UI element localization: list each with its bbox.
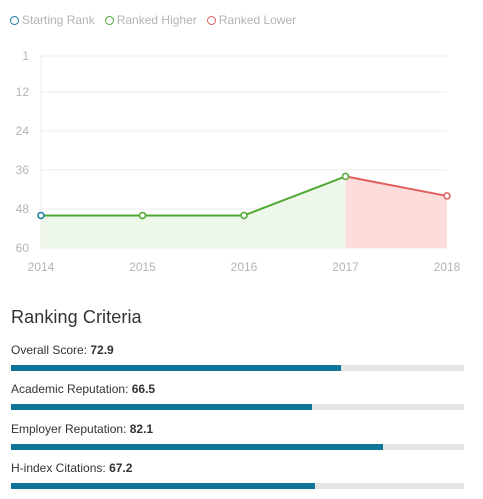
- line-segment: [243, 175, 346, 217]
- x-tick-label: 2018: [434, 260, 461, 274]
- data-point: [443, 192, 451, 200]
- legend-marker-icon: [206, 15, 216, 25]
- criterion-value: 82.1: [129, 422, 154, 436]
- criterion-value: 67.2: [109, 461, 133, 475]
- y-tick-label: 48: [16, 202, 30, 216]
- legend-label: Starting Rank: [22, 13, 95, 27]
- area-fill-segment: [244, 176, 346, 248]
- legend-label: Ranked Lower: [218, 13, 297, 27]
- criterion-label: Overall Score: 72.9: [11, 343, 114, 357]
- data-point: [240, 211, 248, 220]
- criterion-bar-fill: [11, 483, 316, 489]
- criterion-bar-track: [11, 404, 464, 410]
- data-point: [37, 211, 45, 220]
- x-tick-label: 2016: [231, 260, 258, 274]
- criterion-bar-fill: [11, 444, 383, 450]
- legend-item-starting-rank[interactable]: Starting Rank: [10, 13, 95, 27]
- criterion-bar-track: [11, 483, 464, 489]
- ranking-chart: 1 12 24 36 48 60 2014 2015 2016 2017 2018: [16, 49, 461, 274]
- data-point: [138, 211, 147, 220]
- criterion-academic-reputation: Academic Reputation: 66.5: [11, 381, 464, 411]
- chart-legend: Starting Rank Ranked Higher Ranked Lower: [10, 12, 296, 28]
- criterion-label: Employer Reputation: 82.1: [11, 422, 154, 436]
- line-segment: [345, 175, 448, 197]
- x-tick-label: 2015: [129, 260, 156, 274]
- legend-item-ranked-lower[interactable]: Ranked Lower: [206, 13, 297, 27]
- criterion-label: Academic Reputation: 66.5: [11, 382, 156, 396]
- y-tick-label: 36: [16, 163, 30, 177]
- legend-marker-icon: [10, 15, 19, 25]
- criterion-label: H-index Citations: 67.2: [11, 461, 133, 475]
- criterion-value: 66.5: [131, 382, 156, 396]
- criterion-employer-reputation: Employer Reputation: 82.1: [11, 421, 464, 451]
- section-title: Ranking Criteria: [11, 307, 142, 327]
- y-tick-label: 1: [22, 49, 29, 63]
- legend-marker-icon: [104, 15, 114, 25]
- legend-label: Ranked Higher: [116, 13, 197, 27]
- y-tick-label: 12: [16, 85, 30, 99]
- y-tick-label: 24: [16, 124, 30, 138]
- criterion-bar-track: [11, 365, 464, 371]
- criterion-bar-fill: [11, 365, 342, 371]
- area-fill-segment: [41, 215, 143, 248]
- criterion-overall-score: Overall Score: 72.9: [11, 342, 464, 372]
- data-point: [341, 172, 350, 181]
- y-tick-label: 60: [16, 241, 30, 255]
- area-fill-segment: [142, 215, 244, 248]
- x-tick-label: 2017: [332, 260, 359, 274]
- area-fill-segment: [345, 176, 447, 248]
- legend-item-ranked-higher[interactable]: Ranked Higher: [104, 13, 197, 27]
- criterion-bar-fill: [11, 404, 313, 410]
- x-tick-label: 2014: [28, 260, 55, 274]
- criterion-h-index-citations: H-index Citations: 67.2: [11, 460, 464, 490]
- criterion-value: 72.9: [90, 343, 114, 357]
- criterion-bar-track: [11, 444, 464, 450]
